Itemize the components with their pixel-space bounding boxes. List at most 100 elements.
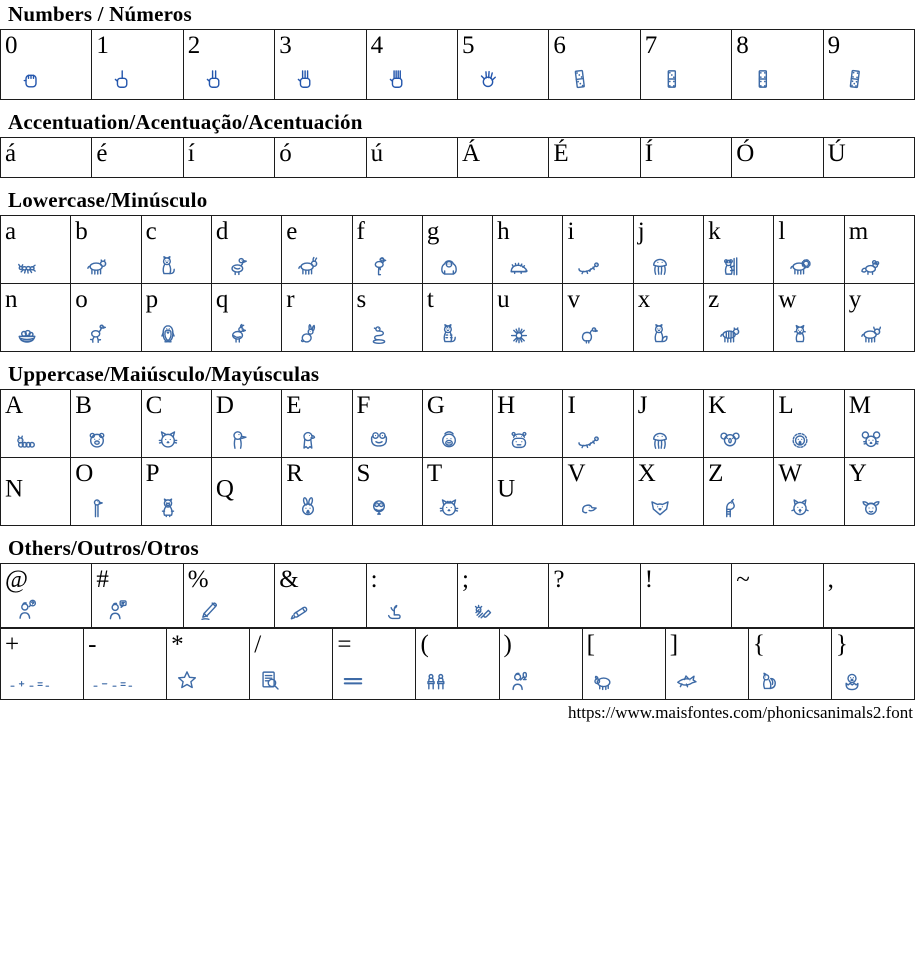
numbers-table-0: 0 1 2 3 4 5 6 7 8 9 [0, 29, 915, 101]
cell-char: X [637, 460, 656, 488]
jellyfish-icon [647, 427, 673, 453]
cell-char: v [567, 286, 580, 314]
cell-0: 0 [1, 30, 93, 101]
section-title-accentuation: Accentuation/Acentuação/Acentuación [8, 110, 363, 135]
domino-nine-icon [841, 66, 867, 92]
cell-J: J [633, 390, 705, 459]
cell-char: d [215, 218, 229, 246]
cell-char: u [497, 286, 510, 314]
equal-lines-icon [340, 668, 366, 694]
cell-*: * [167, 629, 251, 701]
cell-p: p [141, 284, 212, 353]
cell-&: & [275, 564, 367, 629]
cell--: - [84, 629, 168, 701]
hand-five-icon [475, 66, 501, 92]
cell-char: [ [586, 631, 595, 659]
cell-char: Q [215, 474, 234, 502]
cell-F: F [352, 390, 423, 459]
uppercase-table-0: A B C D E F G H I J K L M N O P Q R S T U V X Z W Y [0, 389, 915, 527]
cell-char: W [778, 460, 802, 488]
hand-two-icon [201, 66, 227, 92]
cell-char: ú [370, 140, 384, 168]
cell-char: e [286, 218, 298, 246]
cell-char: f [356, 218, 365, 246]
thinking-person-icon [14, 597, 40, 623]
yak-icon [858, 321, 884, 347]
hand-four-icon [384, 66, 410, 92]
cell-char: í [187, 140, 195, 168]
cell-(: ( [416, 629, 500, 701]
cell-char: é [96, 140, 108, 168]
cat-icon [155, 253, 181, 279]
tiger-face-icon [436, 495, 462, 521]
cell-i: i [563, 216, 634, 285]
hand-three-icon [292, 66, 318, 92]
cell-char: V [567, 460, 586, 488]
snake-face-icon [366, 495, 392, 521]
cell-k: k [704, 216, 775, 285]
cell-K: K [704, 390, 775, 459]
cell-}: } [831, 629, 915, 701]
cell-char: K [708, 392, 727, 420]
cell-char: H [497, 392, 516, 420]
star-icon [174, 668, 200, 694]
flamingo-icon [366, 253, 392, 279]
hand-zero-icon [18, 66, 44, 92]
cell-/: / [250, 629, 334, 701]
cell-7: 7 [640, 30, 733, 101]
iguana-icon [576, 253, 602, 279]
cell-char: k [708, 218, 721, 246]
cell-h: h [493, 216, 564, 285]
cell-char: A [5, 392, 24, 420]
cell-í: í [183, 138, 276, 179]
cell-char: @ [5, 566, 29, 594]
cell-char: ó [279, 140, 292, 168]
cell-char: 0 [5, 32, 18, 60]
cell-8: 8 [732, 30, 824, 101]
cell-char: ( [420, 631, 429, 659]
cell-4: 4 [366, 30, 458, 101]
cell-q: q [211, 284, 283, 353]
domino-seven-icon [658, 66, 684, 92]
cell-char: S [356, 460, 371, 488]
cell-G: G [422, 390, 494, 459]
cell-U: U [493, 458, 564, 527]
cell-char: * [171, 631, 184, 659]
cell-R: R [282, 458, 353, 527]
cell-char: n [5, 286, 18, 314]
pencil-icon [197, 597, 223, 623]
cell-char: L [778, 392, 794, 420]
cell-char: ~ [736, 566, 750, 594]
duck-head-icon [225, 427, 251, 453]
cell-Á: Á [458, 138, 550, 179]
section-title-uppercase: Uppercase/Maiúsculo/Mayúsculas [8, 362, 320, 387]
cell-char: r [286, 286, 295, 314]
footer-url[interactable]: https://www.maisfontes.com/phonicsanimal… [568, 703, 913, 723]
cell-char: - [88, 631, 97, 659]
cell-char: l [778, 218, 786, 246]
cell-I: I [563, 390, 634, 459]
cell-char: i [567, 218, 575, 246]
pig-icon [155, 495, 181, 521]
vulture-head-icon [576, 495, 602, 521]
cell-char: 5 [462, 32, 475, 60]
fox-icon [647, 321, 673, 347]
lion-face-icon [787, 427, 813, 453]
gorilla-face-icon [436, 427, 462, 453]
lion-icon [787, 253, 813, 279]
cell-char: ] [669, 631, 679, 659]
cell-É: É [549, 138, 641, 179]
bear-icon [84, 253, 110, 279]
cell-char: N [5, 474, 24, 502]
content: Numbers / Números 0 1 2 3 4 5 6 7 8 9 Accentuation/… [0, 2, 916, 701]
cell-:: : [366, 564, 458, 629]
cell-n: n [1, 284, 72, 353]
cell-g: g [422, 216, 494, 285]
cell-char: D [215, 392, 234, 420]
cell-char: á [5, 140, 17, 168]
cell-char: 8 [736, 32, 749, 60]
nest-icon [14, 321, 40, 347]
cell-D: D [211, 390, 283, 459]
cell-Ú: Ú [823, 138, 915, 179]
cell-char: { [752, 631, 765, 659]
